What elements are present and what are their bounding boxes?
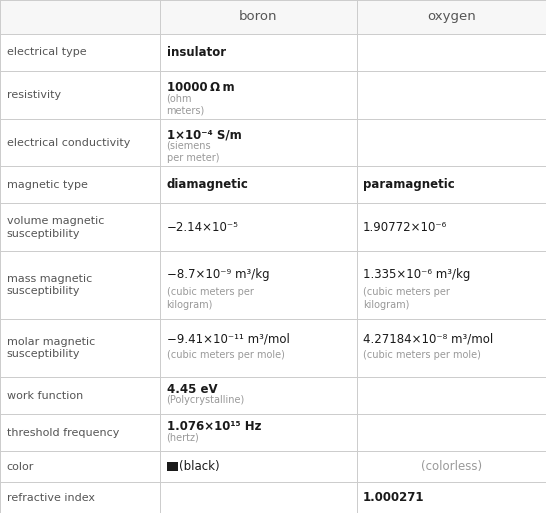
Text: 1.90772×10⁻⁶: 1.90772×10⁻⁶	[363, 221, 447, 234]
Text: color: color	[7, 462, 34, 471]
Text: 4.45 eV: 4.45 eV	[167, 383, 217, 397]
Text: electrical type: electrical type	[7, 47, 86, 57]
Text: volume magnetic
susceptibility: volume magnetic susceptibility	[7, 216, 104, 239]
Text: 4.27184×10⁻⁸ m³/mol: 4.27184×10⁻⁸ m³/mol	[363, 332, 494, 345]
Text: (cubic meters per mole): (cubic meters per mole)	[167, 350, 284, 360]
Text: threshold frequency: threshold frequency	[7, 428, 119, 438]
Text: refractive index: refractive index	[7, 492, 94, 503]
Text: (colorless): (colorless)	[421, 460, 482, 473]
Text: −9.41×10⁻¹¹ m³/mol: −9.41×10⁻¹¹ m³/mol	[167, 332, 289, 345]
Text: (Polycrystalline): (Polycrystalline)	[167, 395, 245, 405]
Text: −8.7×10⁻⁹ m³/kg: −8.7×10⁻⁹ m³/kg	[167, 268, 269, 281]
Text: molar magnetic
susceptibility: molar magnetic susceptibility	[7, 337, 95, 359]
Text: (ohm
meters): (ohm meters)	[167, 93, 205, 115]
Text: 1.000271: 1.000271	[363, 491, 425, 504]
Text: (cubic meters per
kilogram): (cubic meters per kilogram)	[363, 287, 450, 309]
Text: boron: boron	[239, 10, 277, 24]
Text: (hertz): (hertz)	[167, 432, 199, 442]
Bar	[167, 462, 177, 471]
Text: insulator: insulator	[167, 46, 225, 59]
Text: oxygen: oxygen	[427, 10, 476, 24]
Text: (siemens
per meter): (siemens per meter)	[167, 141, 219, 163]
Text: (cubic meters per
kilogram): (cubic meters per kilogram)	[167, 287, 253, 309]
Text: (cubic meters per mole): (cubic meters per mole)	[363, 350, 481, 360]
Text: 1×10⁻⁴ S/m: 1×10⁻⁴ S/m	[167, 128, 241, 142]
Text: diamagnetic: diamagnetic	[167, 179, 248, 191]
Text: −2.14×10⁻⁵: −2.14×10⁻⁵	[167, 221, 239, 234]
Text: electrical conductivity: electrical conductivity	[7, 137, 130, 148]
Text: work function: work function	[7, 391, 83, 401]
Text: paramagnetic: paramagnetic	[363, 179, 455, 191]
Text: resistivity: resistivity	[7, 90, 61, 100]
Text: mass magnetic
susceptibility: mass magnetic susceptibility	[7, 274, 92, 296]
Text: 1.335×10⁻⁶ m³/kg: 1.335×10⁻⁶ m³/kg	[363, 268, 471, 281]
Text: 10000 Ω m: 10000 Ω m	[167, 81, 234, 93]
Text: (black): (black)	[180, 460, 220, 473]
Text: 1.076×10¹⁵ Hz: 1.076×10¹⁵ Hz	[167, 420, 261, 433]
Bar	[0, 0, 546, 34]
Text: magnetic type: magnetic type	[7, 180, 87, 190]
